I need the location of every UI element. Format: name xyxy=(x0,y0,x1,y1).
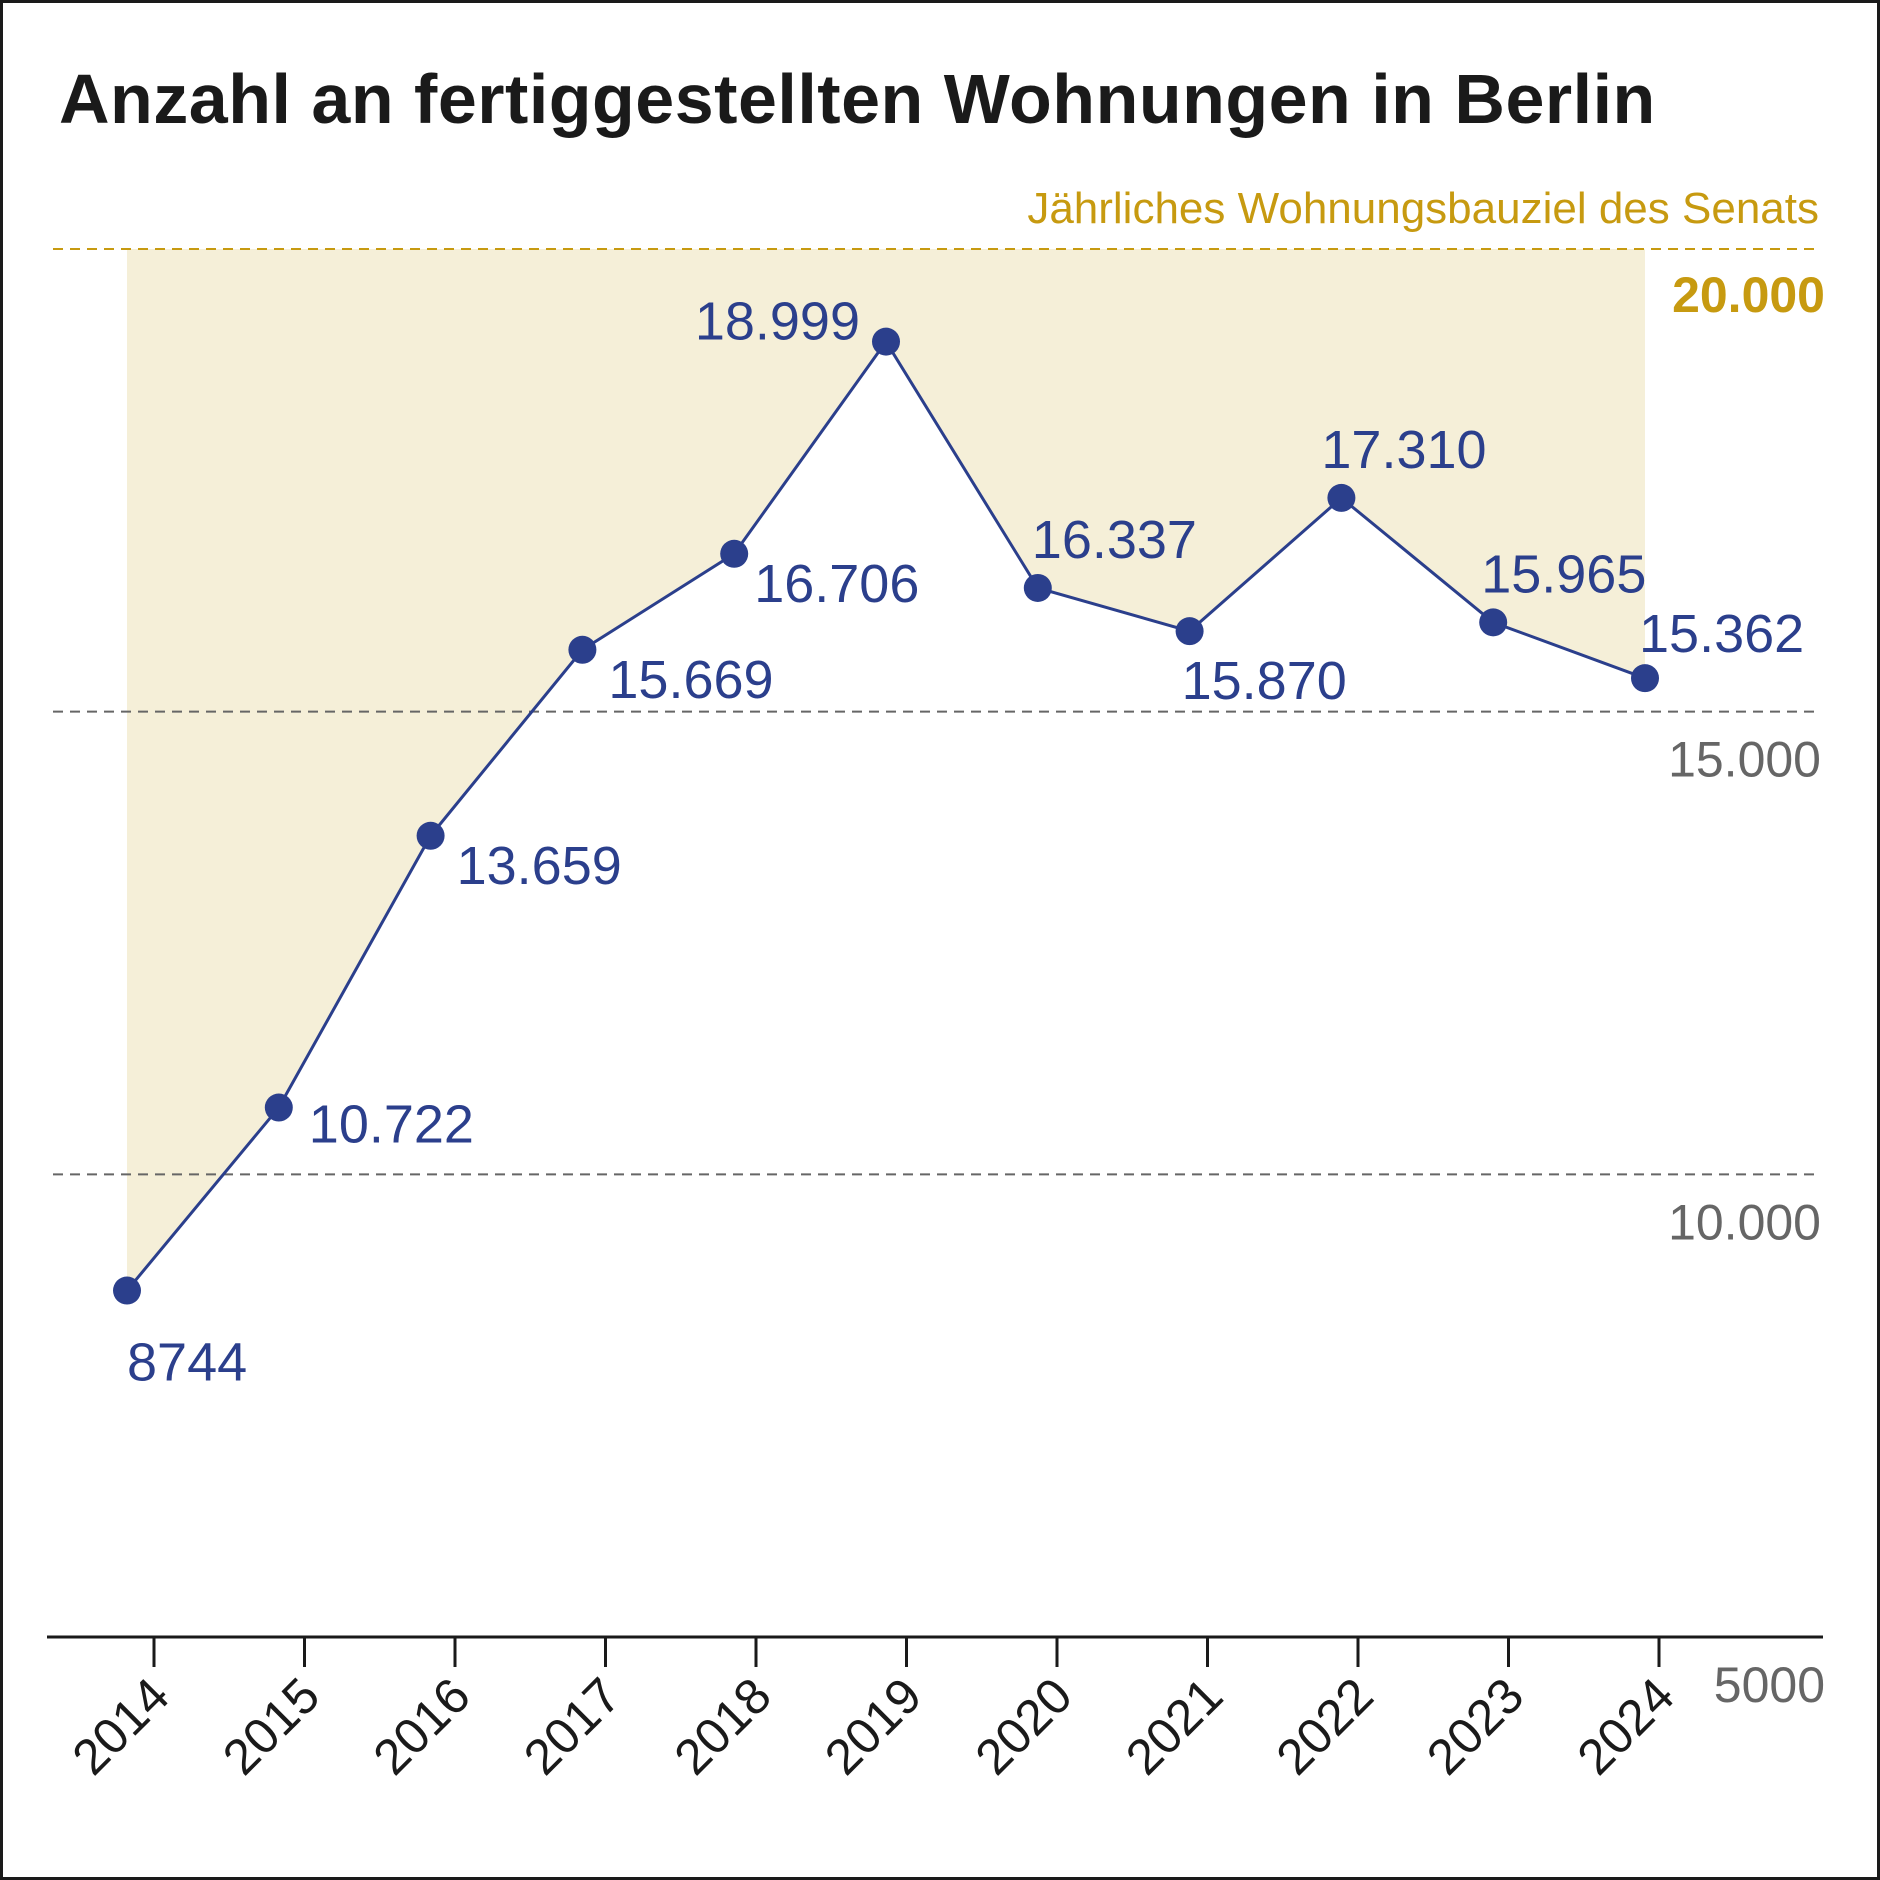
data-point xyxy=(1175,617,1204,646)
data-point xyxy=(568,635,597,664)
target-value-label: 20.000 xyxy=(1672,267,1825,323)
x-tick-label: 2024 xyxy=(1567,1667,1685,1785)
line-chart: Jährliches Wohnungsbauziel des Senats 20.… xyxy=(47,184,1825,1785)
data-point xyxy=(1023,573,1052,602)
x-tick-label: 2022 xyxy=(1266,1667,1384,1785)
data-point xyxy=(113,1276,141,1305)
reference-value-label: 15.000 xyxy=(1668,732,1821,788)
chart-title: Anzahl an fertiggestellten Wohnungen in … xyxy=(59,60,1656,138)
x-tick-label: 2021 xyxy=(1115,1667,1233,1785)
x-tick-label: 2017 xyxy=(513,1667,631,1785)
data-label: 15.362 xyxy=(1639,604,1804,664)
data-label: 10.722 xyxy=(309,1095,474,1155)
data-point xyxy=(1631,664,1659,693)
data-point xyxy=(1479,608,1508,637)
data-label: 15.870 xyxy=(1182,651,1347,711)
data-point xyxy=(872,327,900,356)
data-point xyxy=(720,539,749,568)
x-tick-label: 2016 xyxy=(363,1667,481,1785)
data-point xyxy=(264,1093,293,1122)
data-label: 16.706 xyxy=(754,554,919,614)
x-tick-label: 2015 xyxy=(212,1667,330,1785)
x-tick-label: 2020 xyxy=(965,1667,1083,1785)
data-label: 8744 xyxy=(127,1333,247,1393)
x-tick-label: 2014 xyxy=(62,1667,180,1785)
data-point xyxy=(1327,483,1356,512)
reference-value-label: 10.000 xyxy=(1668,1194,1821,1250)
data-label: 15.669 xyxy=(608,650,773,710)
data-label: 18.999 xyxy=(695,292,860,352)
axis-min-label: 5000 xyxy=(1714,1657,1825,1713)
data-label: 16.337 xyxy=(1032,510,1197,570)
data-point xyxy=(416,821,445,850)
data-label: 13.659 xyxy=(457,836,622,896)
data-label: 15.965 xyxy=(1481,544,1646,604)
target-caption: Jährliches Wohnungsbauziel des Senats xyxy=(1027,184,1819,233)
target-gap-area xyxy=(127,249,1645,1291)
x-tick-label: 2023 xyxy=(1416,1667,1534,1785)
data-label: 17.310 xyxy=(1321,420,1486,480)
x-tick-label: 2019 xyxy=(814,1667,932,1785)
x-tick-label: 2018 xyxy=(664,1667,782,1785)
